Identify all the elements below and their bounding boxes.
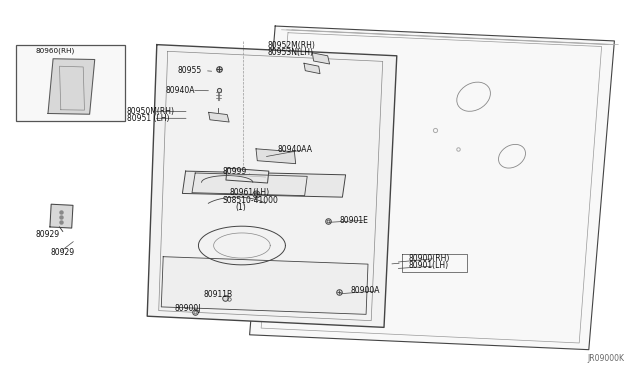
Text: 80911B: 80911B [204, 290, 233, 299]
Polygon shape [48, 59, 95, 114]
Text: 80955: 80955 [178, 66, 202, 75]
Text: 80901(LH): 80901(LH) [408, 262, 449, 270]
Polygon shape [182, 171, 346, 197]
Polygon shape [312, 53, 330, 64]
Text: S08510-41000: S08510-41000 [223, 196, 278, 205]
Text: 80961(LH): 80961(LH) [229, 188, 269, 197]
Text: 80999: 80999 [223, 167, 247, 176]
Polygon shape [226, 168, 269, 183]
Text: 80929: 80929 [35, 230, 60, 238]
Text: 80950M(RH): 80950M(RH) [127, 107, 175, 116]
Text: 80900A: 80900A [351, 286, 380, 295]
Text: 80953N(LH): 80953N(LH) [268, 48, 314, 57]
Text: JR09000K: JR09000K [587, 354, 624, 363]
Polygon shape [209, 112, 229, 122]
Polygon shape [147, 45, 397, 327]
Polygon shape [50, 204, 73, 228]
Polygon shape [304, 63, 320, 74]
Text: 80929: 80929 [51, 248, 75, 257]
Text: 80952M(RH): 80952M(RH) [268, 41, 316, 50]
Text: (1): (1) [236, 203, 246, 212]
Polygon shape [161, 257, 368, 314]
FancyBboxPatch shape [16, 45, 125, 121]
Polygon shape [256, 149, 296, 164]
Text: 80901E: 80901E [339, 216, 368, 225]
Text: 80940AA: 80940AA [278, 145, 313, 154]
Polygon shape [250, 26, 614, 350]
Text: 80960(RH): 80960(RH) [35, 48, 74, 54]
Text: 80951 (LH): 80951 (LH) [127, 114, 169, 123]
Text: 80940A: 80940A [165, 86, 195, 95]
Text: 80900(RH): 80900(RH) [408, 254, 450, 263]
Text: 80900J: 80900J [174, 304, 200, 313]
